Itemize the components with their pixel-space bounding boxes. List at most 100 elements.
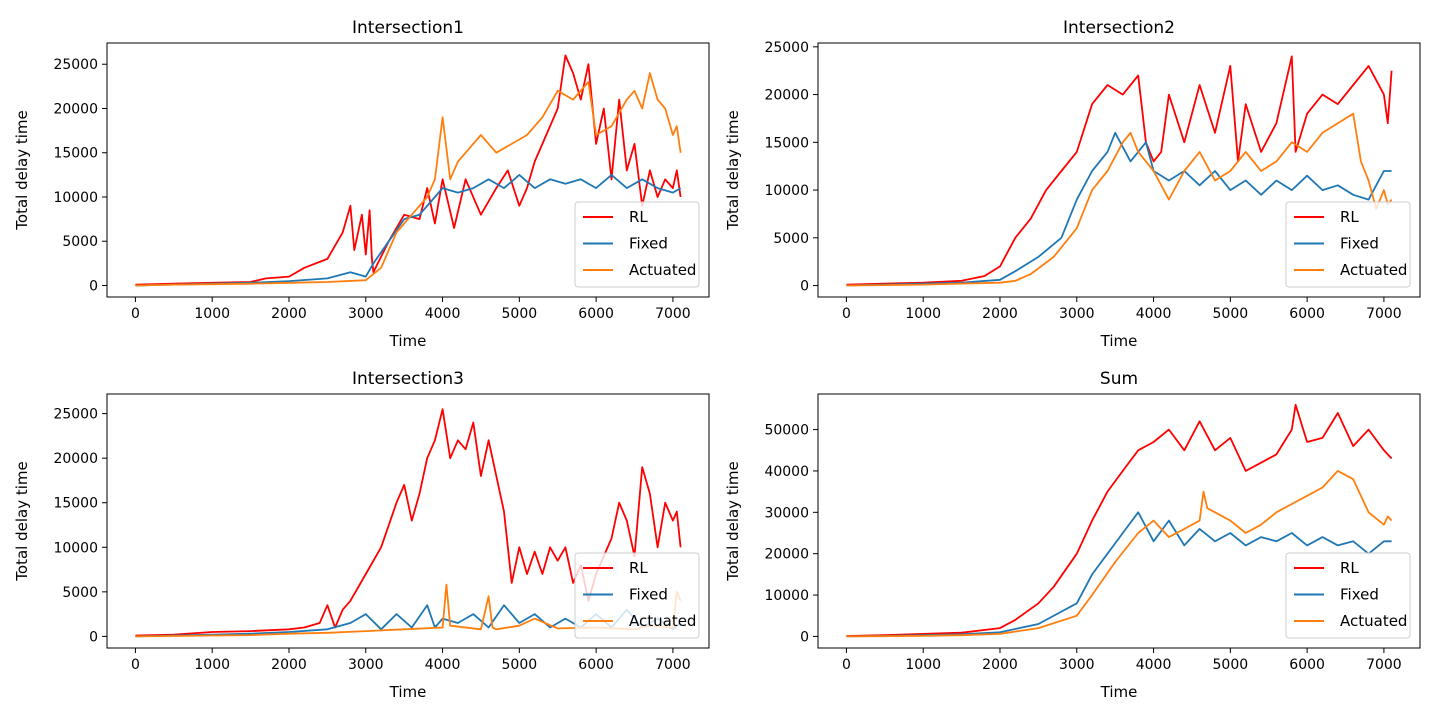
legend-label-rl: RL xyxy=(1340,208,1359,226)
y-tick-label: 5000 xyxy=(773,231,809,247)
legend-box xyxy=(1285,201,1411,288)
x-axis-label: Time xyxy=(389,683,427,701)
x-tick-label: 6000 xyxy=(578,306,614,322)
x-tick-label: 2000 xyxy=(271,306,307,322)
y-axis-label: Total delay time xyxy=(13,110,31,230)
series-line-rl xyxy=(846,55,1393,286)
x-tick-label: 3000 xyxy=(348,306,384,322)
y-tick-label: 10000 xyxy=(53,540,98,556)
plot-frame xyxy=(817,393,1421,649)
series-line-rl xyxy=(135,408,682,637)
y-tick-label: 25000 xyxy=(53,407,98,423)
series-line-actuated xyxy=(846,469,1393,638)
x-tick-label: 7000 xyxy=(655,306,691,322)
x-tick-label: 5000 xyxy=(502,657,538,673)
x-tick-label: 0 xyxy=(131,657,140,673)
y-tick-label: 0 xyxy=(89,629,98,645)
x-tick-label: 1000 xyxy=(194,306,230,322)
y-tick-label: 0 xyxy=(800,279,809,295)
x-tick-label: 4000 xyxy=(1136,306,1172,322)
x-tick-label: 5000 xyxy=(1213,306,1249,322)
legend-box xyxy=(1285,552,1411,639)
x-tick-label: 4000 xyxy=(1136,657,1172,673)
y-tick-label: 20000 xyxy=(53,451,98,467)
legend: RL Fixed Actuated xyxy=(574,552,700,639)
plot-frame xyxy=(106,42,710,298)
y-tick-label: 20000 xyxy=(764,88,809,104)
x-tick-label: 2000 xyxy=(982,657,1018,673)
x-tick-label: 0 xyxy=(842,306,851,322)
series-group xyxy=(846,55,1393,287)
y-tick-label: 0 xyxy=(800,629,809,645)
chart-panel-3: 0 1000 2000 3000 4000 5000 6000 7000 0 5000 10000 1… xyxy=(13,369,710,701)
x-tick-label: 6000 xyxy=(1289,657,1325,673)
chart-title: Intersection2 xyxy=(1063,18,1175,38)
chart-panel-2: 0 1000 2000 3000 4000 5000 6000 7000 0 5000 10000 1… xyxy=(724,18,1421,350)
plot-frame xyxy=(106,393,710,649)
y-axis-label: Total delay time xyxy=(13,461,31,581)
chart-panel-4: 0 1000 2000 3000 4000 5000 6000 7000 0 10000 20000… xyxy=(724,369,1421,701)
x-tick-label: 4000 xyxy=(425,657,461,673)
x-axis-label: Time xyxy=(389,332,427,350)
x-tick-label: 2000 xyxy=(982,306,1018,322)
y-tick-label: 50000 xyxy=(764,423,809,439)
series-line-rl xyxy=(846,403,1393,637)
series-group xyxy=(135,54,682,287)
legend-box xyxy=(574,201,700,288)
legend-label-fixed: Fixed xyxy=(1340,586,1379,604)
y-axis-label: Total delay time xyxy=(724,110,742,230)
series-group xyxy=(846,403,1393,638)
y-tick-label: 15000 xyxy=(764,135,809,151)
y-tick-label: 25000 xyxy=(764,40,809,56)
x-tick-label: 5000 xyxy=(502,306,538,322)
y-tick-label: 20000 xyxy=(53,101,98,117)
x-tick-label: 1000 xyxy=(905,657,941,673)
x-axis-label: Time xyxy=(1100,683,1138,701)
chart-title: Intersection1 xyxy=(352,18,464,38)
x-tick-label: 7000 xyxy=(1366,306,1402,322)
legend-label-actuated: Actuated xyxy=(1340,612,1407,630)
legend: RL Fixed Actuated xyxy=(1285,201,1411,288)
legend-label-fixed: Fixed xyxy=(1340,235,1379,253)
x-tick-label: 5000 xyxy=(1213,657,1249,673)
legend: RL Fixed Actuated xyxy=(1285,552,1411,639)
x-tick-label: 1000 xyxy=(194,657,230,673)
series-line-fixed xyxy=(846,131,1392,287)
chart-panel-1: 0 1000 2000 3000 4000 5000 6000 7000 0 5000 10000 1… xyxy=(13,18,710,350)
y-tick-label: 5000 xyxy=(62,585,98,601)
chart-title: Sum xyxy=(1100,369,1138,389)
y-tick-label: 15000 xyxy=(53,146,98,162)
x-tick-label: 7000 xyxy=(655,657,691,673)
series-line-actuated xyxy=(846,112,1393,287)
y-tick-label: 5000 xyxy=(62,234,98,250)
x-tick-label: 3000 xyxy=(1059,657,1095,673)
y-tick-label: 15000 xyxy=(53,496,98,512)
legend: RL Fixed Actuated xyxy=(574,201,700,288)
legend-label-rl: RL xyxy=(629,559,648,577)
legend-label-actuated: Actuated xyxy=(629,261,696,279)
series-line-actuated xyxy=(135,72,682,287)
series-line-fixed xyxy=(135,173,682,287)
legend-label-fixed: Fixed xyxy=(629,586,668,604)
y-tick-label: 10000 xyxy=(53,190,98,206)
x-tick-label: 4000 xyxy=(425,306,461,322)
legend-label-rl: RL xyxy=(629,208,648,226)
legend-label-actuated: Actuated xyxy=(629,612,696,630)
y-tick-label: 0 xyxy=(89,278,98,294)
y-tick-label: 10000 xyxy=(764,183,809,199)
y-tick-label: 25000 xyxy=(53,57,98,73)
y-tick-label: 30000 xyxy=(764,505,809,521)
y-tick-label: 40000 xyxy=(764,464,809,480)
series-line-fixed xyxy=(846,511,1392,638)
y-tick-label: 10000 xyxy=(764,588,809,604)
legend-box xyxy=(574,552,700,639)
plot-frame xyxy=(817,42,1421,298)
series-line-rl xyxy=(135,54,682,286)
x-tick-label: 2000 xyxy=(271,657,307,673)
x-tick-label: 6000 xyxy=(578,657,614,673)
legend-label-actuated: Actuated xyxy=(1340,261,1407,279)
x-tick-label: 1000 xyxy=(905,306,941,322)
x-tick-label: 3000 xyxy=(1059,306,1095,322)
legend-label-rl: RL xyxy=(1340,559,1359,577)
